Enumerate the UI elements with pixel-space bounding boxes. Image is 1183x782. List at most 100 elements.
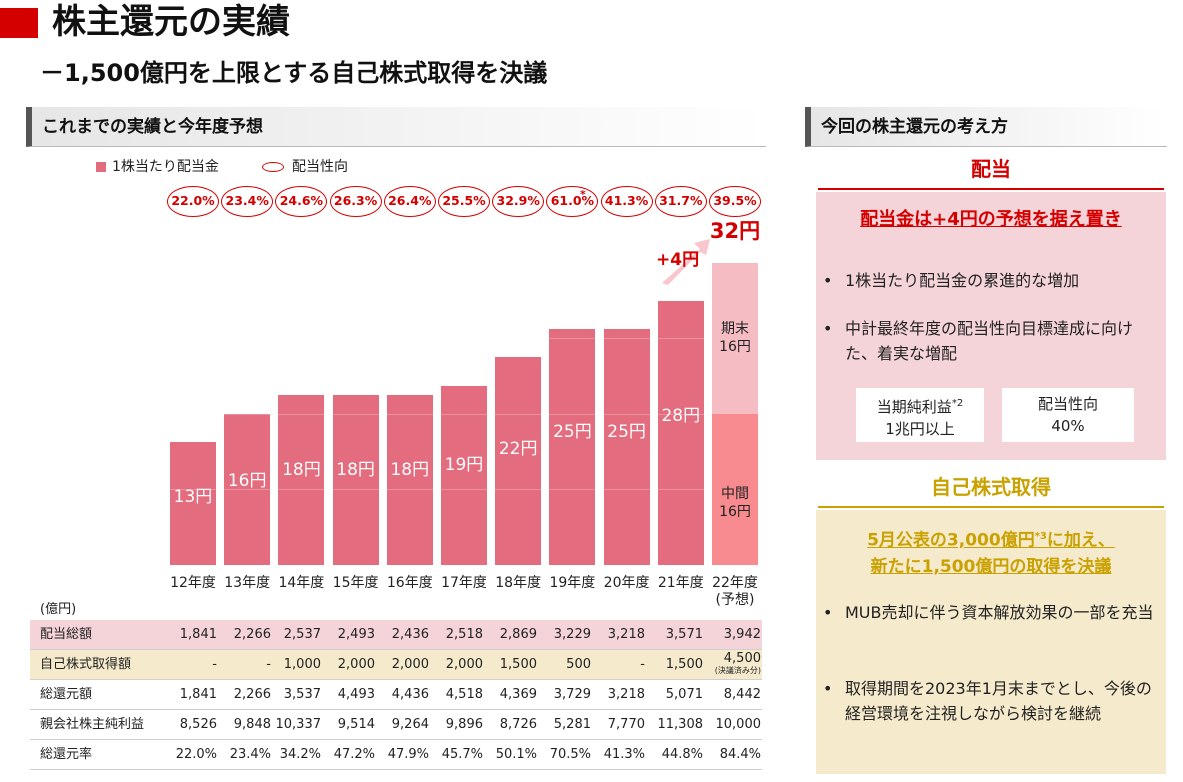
bar-gridline xyxy=(386,489,433,491)
table-row-label: 自己株式取得額 xyxy=(40,657,132,672)
payout-ratio-oval: 39.5% xyxy=(709,186,761,217)
bar-gridline xyxy=(386,413,433,415)
buyback-bullet-dot-1: • xyxy=(823,603,833,622)
table-cell: 1,500 xyxy=(499,657,537,672)
payout-ratio-oval: 23.4% xyxy=(221,186,274,217)
table-cell: 47.9% xyxy=(387,747,429,762)
right-section-header: 今回の株主還元の考え方 xyxy=(805,107,1167,147)
table-cell: 50.1% xyxy=(495,747,537,762)
table-cell: 4,493 xyxy=(337,687,375,702)
table-cell: 1,500 xyxy=(665,657,703,672)
table-cell: 3,218 xyxy=(607,627,645,642)
table-cell: 4,518 xyxy=(445,687,483,702)
x-axis-label: 20年度 xyxy=(603,575,650,591)
x-axis-label: 21年度 xyxy=(657,575,704,591)
table-cell: 1,000 xyxy=(283,657,321,672)
payout-ratio-oval: 32.9% xyxy=(492,186,545,217)
bar-gridline xyxy=(441,413,487,415)
table-cell: 8,726 xyxy=(499,717,537,732)
dividend-title: 配当 xyxy=(971,157,1011,181)
table-cell: 22.0% xyxy=(175,747,217,762)
page-title: 株主還元の実績 xyxy=(52,2,290,42)
dividend-bar xyxy=(657,300,704,565)
table-cell: 9,264 xyxy=(391,717,429,732)
table-cell: 2,000 xyxy=(445,657,483,672)
table-row: 自己株式取得額 - -1,000 2,000 2,000 2,000 1,500 500-1,… xyxy=(30,650,762,680)
x-axis-label: 16年度 xyxy=(386,575,433,591)
payout-ratio-oval: 31.7% xyxy=(654,186,707,217)
table-cell: 23.4% xyxy=(229,747,271,762)
payout-target-box: 配当性向 40% xyxy=(1002,388,1134,442)
table-cell: 47.2% xyxy=(333,747,375,762)
bar-value-label: 25円 xyxy=(607,422,646,443)
bar-gridline xyxy=(332,489,379,491)
table-cell-note: (決議済み分) xyxy=(714,666,761,675)
bar-gridline xyxy=(495,489,542,491)
table-cell: 3,729 xyxy=(553,687,591,702)
table-cell: 3,537 xyxy=(283,687,321,702)
buyback-panel xyxy=(816,510,1166,774)
payout-ratio-oval: 25.5% xyxy=(438,186,490,217)
table-cell: - xyxy=(266,657,271,672)
table-cell: 8,442 xyxy=(723,687,761,702)
bar-gridline xyxy=(549,413,596,415)
dividend-bar xyxy=(495,357,542,565)
x-axis-label: 19年度 xyxy=(549,575,596,591)
x-axis-label: 14年度 xyxy=(278,575,325,591)
table-cell: 10,000 xyxy=(715,717,762,732)
x-axis-label: 15年度 xyxy=(332,575,379,591)
dividend-bullet-2: 中計最終年度の配当性向目標達成に向けた、着実な増配 xyxy=(845,319,1134,363)
dividend-bullet-dot-2: • xyxy=(823,319,833,338)
forecast-year-end-bar xyxy=(712,262,758,414)
dividend-bar xyxy=(603,329,650,565)
bar-gridline xyxy=(278,413,325,415)
table-cell: 44.8% xyxy=(661,747,703,762)
dividend-headline: 配当金は+4円の予想を据え置き xyxy=(860,209,1122,230)
table-cell: 4,436 xyxy=(391,687,429,702)
x-axis-label: 17年度 xyxy=(441,575,487,591)
table-row-label: 配当総額 xyxy=(40,627,93,642)
payout-ratio-oval: 26.4% xyxy=(383,186,436,217)
dividend-bar xyxy=(278,395,325,565)
bar-gridline xyxy=(495,413,542,415)
legend-payout-label: 配当性向 xyxy=(292,159,348,175)
bar-gridline xyxy=(603,413,650,415)
table-cell: 10,337 xyxy=(275,717,322,732)
table-cell: 2,000 xyxy=(391,657,429,672)
bar-gridline xyxy=(549,489,596,491)
table-cell: 2,436 xyxy=(391,627,429,642)
bar-value-label: 13円 xyxy=(173,487,213,508)
dividend-bar xyxy=(386,395,433,565)
table-cell: - xyxy=(640,657,645,672)
table-row-label: 総還元額 xyxy=(40,687,93,702)
payout-ratio-oval: 24.6% xyxy=(275,186,328,217)
table-cell: 2,493 xyxy=(337,627,375,642)
table-row: 総還元率 22.0% 23.4% 34.2% 47.2% 47.9% 45.7% 50.1% 7… xyxy=(30,740,762,770)
x-axis-label: 13年度 xyxy=(224,575,271,591)
table-cell: 9,896 xyxy=(445,717,483,732)
bar-value-label: 22円 xyxy=(498,438,538,459)
buyback-bullet-1: MUB売却に伴う資本解放効果の一部を充当 xyxy=(845,603,1154,622)
table-cell: 1,841 xyxy=(179,627,217,642)
payout-target-label: 配当性向 xyxy=(1037,395,1098,413)
bar-value-label: 16円 xyxy=(227,470,267,491)
page-subtitle: －1,500億円を上限とする自己株式取得を決議 xyxy=(40,59,548,87)
table-cell: 2,266 xyxy=(233,687,271,702)
x-axis-label: 18年度 xyxy=(495,575,542,591)
table-cell: 45.7% xyxy=(441,747,483,762)
payout-ratio-oval: 61.0% xyxy=(546,186,599,217)
forecast-total-label: 32円 xyxy=(709,219,761,243)
table-cell: 5,281 xyxy=(553,717,591,732)
bar-gridline xyxy=(603,338,650,340)
bar-value-label: 18円 xyxy=(390,460,430,481)
buyback-title-rule xyxy=(818,506,1164,508)
table-cell: 84.4% xyxy=(719,747,761,762)
buyback-headline: 5月公表の3,000億円*3に加え、 新たに1,500億円の取得を決議 xyxy=(816,524,1166,580)
table-cell: 5,071 xyxy=(665,687,703,702)
payout-ratio-oval: 26.3% xyxy=(329,186,382,217)
buyback-headline-part1: 5月公表の3,000億円 xyxy=(867,530,1035,551)
table-row: 総還元額 1,841 2,266 3,537 4,493 4,436 4,518 4,369 3… xyxy=(30,680,762,710)
table-cell: 2,000 xyxy=(337,657,375,672)
table-unit: (億円) xyxy=(40,602,77,617)
x-axis-label: 22年度 (予想) xyxy=(712,575,758,608)
